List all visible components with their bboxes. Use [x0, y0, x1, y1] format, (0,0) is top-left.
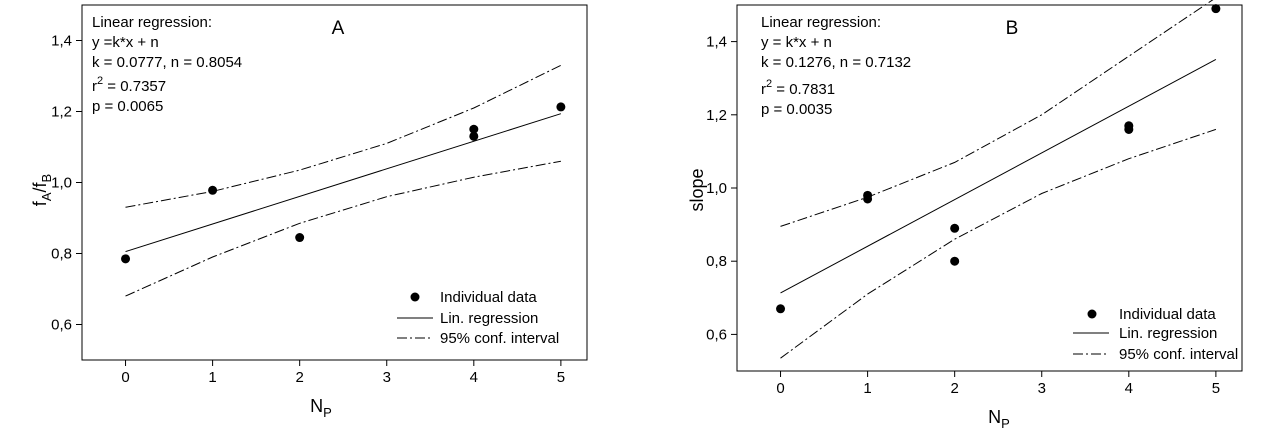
panel-label: B — [1006, 18, 1019, 39]
annotation-equation: y =k*x + n — [92, 34, 159, 51]
y-tick-label: 0,6 — [51, 317, 72, 334]
annotation-coefficients: k = 0.0777, n = 0.8054 — [92, 54, 242, 71]
legend-points-label: Individual data — [440, 289, 537, 306]
y-tick-label: 1,2 — [706, 107, 727, 124]
data-point — [950, 256, 960, 266]
x-tick-label: 2 — [296, 369, 304, 386]
data-point — [950, 223, 960, 233]
y-tick-label: 1,0 — [706, 180, 727, 197]
legend-points-label: Individual data — [1119, 306, 1216, 323]
data-point — [1211, 4, 1221, 14]
annotation-r-squared: r2 = 0.7357 — [92, 75, 166, 95]
data-point — [863, 194, 873, 204]
y-tick-label: 1,0 — [51, 175, 72, 192]
y-tick-label: 1,2 — [51, 104, 72, 121]
legend-regression-label: Lin. regression — [440, 310, 538, 327]
regression-line — [125, 113, 562, 253]
chart-marks: 0 1 2 3 4 5 0,6 0,8 1,0 1,2 1,4 — [51, 33, 566, 386]
chart-panel-b: 0 1 2 3 4 5 0,6 0,8 1,0 1,2 1,4 B Linear regressio… — [687, 0, 1243, 431]
y-tick-label: 0,8 — [706, 253, 727, 270]
annotation-title: Linear regression: — [92, 14, 212, 31]
data-point — [556, 102, 566, 112]
legend-regression-label: Lin. regression — [1119, 325, 1217, 342]
x-axis-label: NP — [988, 407, 1010, 431]
y-tick-label: 0,6 — [706, 326, 727, 343]
y-axis-label: slope — [687, 168, 707, 211]
regression-line — [780, 59, 1217, 294]
x-tick-label: 3 — [1038, 380, 1046, 397]
annotation-coefficients: k = 0.1276, n = 0.7132 — [761, 54, 911, 71]
x-tick-label: 3 — [383, 369, 391, 386]
regression-annotation: Linear regression: y =k*x + n k = 0.0777… — [92, 14, 242, 115]
x-axis-label: NP — [310, 396, 332, 420]
legend-ci-label: 95% conf. interval — [440, 330, 559, 347]
y-tick-label: 1,4 — [51, 33, 72, 50]
x-tick-label: 5 — [1212, 380, 1220, 397]
data-point — [295, 233, 305, 243]
legend-point-symbol — [410, 292, 420, 302]
legend: Individual data Lin. regression 95% conf… — [397, 289, 559, 347]
regression-annotation: Linear regression: y = k*x + n k = 0.127… — [761, 14, 911, 118]
x-tick-label: 0 — [776, 380, 784, 397]
annotation-p-value: p = 0.0035 — [761, 101, 832, 118]
x-tick-label: 4 — [470, 369, 478, 386]
annotation-equation: y = k*x + n — [761, 34, 832, 51]
data-point — [469, 131, 479, 141]
data-point — [776, 304, 786, 314]
ci-lower-curve — [125, 160, 561, 297]
data-point — [469, 124, 479, 134]
y-tick-label: 1,4 — [706, 34, 727, 51]
x-tick-label: 0 — [121, 369, 129, 386]
panel-label: A — [332, 18, 345, 39]
x-tick-label: 1 — [863, 380, 871, 397]
data-point — [208, 185, 218, 195]
legend-point-symbol — [1087, 309, 1097, 319]
data-point — [1124, 124, 1134, 134]
legend-ci-label: 95% conf. interval — [1119, 346, 1238, 363]
x-tick-label: 2 — [951, 380, 959, 397]
x-tick-label: 5 — [557, 369, 565, 386]
chart-marks: 0 1 2 3 4 5 0,6 0,8 1,0 1,2 1,4 — [706, 0, 1221, 397]
annotation-title: Linear regression: — [761, 14, 881, 31]
ci-lower-curve — [780, 128, 1217, 359]
annotation-p-value: p = 0.0065 — [92, 98, 163, 115]
data-point — [121, 254, 131, 264]
chart-panel-a: 0 1 2 3 4 5 0,6 0,8 1,0 1,2 1,4 A Linear regressio… — [30, 4, 588, 420]
legend: Individual data Lin. regression 95% conf… — [1073, 306, 1238, 363]
ci-upper-curve — [125, 64, 562, 208]
y-axis-label: fA/fB — [30, 174, 54, 206]
annotation-r-squared: r2 = 0.7831 — [761, 78, 835, 98]
y-tick-label: 0,8 — [51, 246, 72, 263]
ci-upper-curve — [780, 0, 1214, 227]
x-tick-label: 4 — [1125, 380, 1133, 397]
x-tick-label: 1 — [208, 369, 216, 386]
